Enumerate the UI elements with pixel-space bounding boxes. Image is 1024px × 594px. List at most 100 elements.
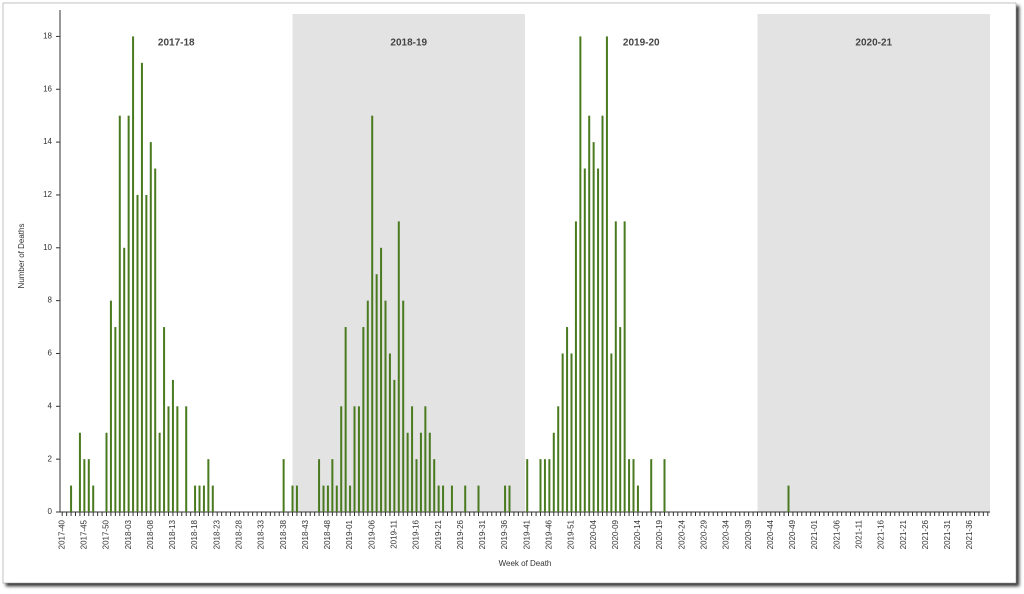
bar [326, 485, 329, 512]
bar [127, 115, 130, 513]
bar [114, 327, 117, 512]
y-tick-label: 6 [48, 349, 53, 358]
x-tick-label: 2018-23 [212, 519, 221, 549]
bar [384, 300, 387, 512]
bar [557, 406, 560, 512]
bar [167, 406, 170, 512]
bar [477, 485, 480, 512]
bar [397, 221, 400, 513]
bar [149, 142, 152, 512]
x-tick-label: 2019-31 [478, 519, 487, 549]
bar [632, 459, 635, 512]
bar [415, 459, 418, 512]
bar [318, 459, 321, 512]
bar [349, 485, 352, 512]
x-tick-label: 2021-01 [810, 519, 819, 549]
bar [619, 327, 622, 512]
bar [605, 36, 608, 512]
y-tick-label: 2 [48, 454, 53, 463]
season-label: 2017-18 [158, 38, 195, 49]
x-tick-label: 2018-38 [279, 519, 288, 549]
bar [504, 485, 507, 512]
bar [78, 432, 81, 512]
bar [136, 194, 139, 512]
x-tick-label: 2018-18 [190, 519, 199, 549]
x-tick-label: 2018-48 [323, 519, 332, 549]
bar [663, 459, 666, 512]
bar [154, 168, 157, 513]
bar [291, 485, 294, 512]
bar [331, 459, 334, 512]
bar [145, 194, 148, 512]
x-tick-label: 2017-45 [79, 519, 88, 549]
bar [628, 459, 631, 512]
x-tick-label: 2020-04 [589, 519, 598, 549]
bar [282, 459, 285, 512]
plot: 2017-18 2018-19 2019-20 2020-21 0 2 4 6 8 10 12 14 1… [43, 10, 990, 549]
bar [561, 353, 564, 512]
bar [650, 459, 653, 512]
bar [570, 353, 573, 512]
bar [198, 485, 201, 512]
bar [388, 353, 391, 512]
x-tick-label: 2021-06 [832, 519, 841, 549]
y-tick-label: 4 [48, 401, 53, 410]
y-tick-label: 0 [48, 507, 53, 516]
bar [552, 432, 555, 512]
y-tick-label: 10 [43, 243, 52, 252]
bar [375, 274, 378, 512]
bar [202, 485, 205, 512]
bar [344, 327, 347, 512]
bar [614, 221, 617, 513]
x-tick-label: 2020-14 [633, 519, 642, 549]
x-tick-label: 2020-39 [744, 519, 753, 549]
x-tick-label: 2017-50 [102, 519, 111, 549]
bar [83, 459, 86, 512]
x-tick-label: 2021-36 [965, 519, 974, 549]
bar [548, 459, 551, 512]
y-tick-label: 16 [43, 84, 52, 93]
bar [592, 142, 595, 512]
x-tick-label: 2018-03 [124, 519, 133, 549]
bar [207, 459, 210, 512]
bar [87, 459, 90, 512]
x-tick-label: 2019-01 [345, 519, 354, 549]
bar [176, 406, 179, 512]
x-tick-label: 2019-06 [367, 519, 376, 549]
bar [132, 36, 135, 512]
bar [508, 485, 511, 512]
bar [601, 115, 604, 513]
bar [419, 432, 422, 512]
x-tick-label: 2019-11 [389, 519, 398, 548]
bar [623, 221, 626, 513]
x-tick-label: 2018-33 [257, 519, 266, 549]
bar [140, 62, 143, 513]
bar [123, 247, 126, 512]
bar [362, 327, 365, 512]
bar [380, 247, 383, 512]
bar [579, 36, 582, 512]
bar [526, 459, 529, 512]
x-tick-label: 2020-09 [611, 519, 620, 549]
bar [597, 168, 600, 513]
bar [335, 485, 338, 512]
bar [636, 485, 639, 512]
bar [295, 485, 298, 512]
bar [70, 485, 73, 512]
bar [406, 432, 409, 512]
x-tick-label: 2021-16 [877, 519, 886, 549]
y-axis-label: Number of Deaths [17, 224, 26, 289]
bar [442, 485, 445, 512]
bar [450, 485, 453, 512]
bar [402, 300, 405, 512]
y-tick-label: 18 [43, 32, 52, 41]
bar [464, 485, 467, 512]
x-tick-label: 2020-29 [699, 519, 708, 549]
x-tick-label: 2018-08 [146, 519, 155, 549]
bar [588, 115, 591, 513]
x-tick-label: 2018-28 [234, 519, 243, 549]
bar [566, 327, 569, 512]
bar [437, 485, 440, 512]
x-tick-label: 2020-44 [766, 519, 775, 549]
bar [118, 115, 121, 513]
